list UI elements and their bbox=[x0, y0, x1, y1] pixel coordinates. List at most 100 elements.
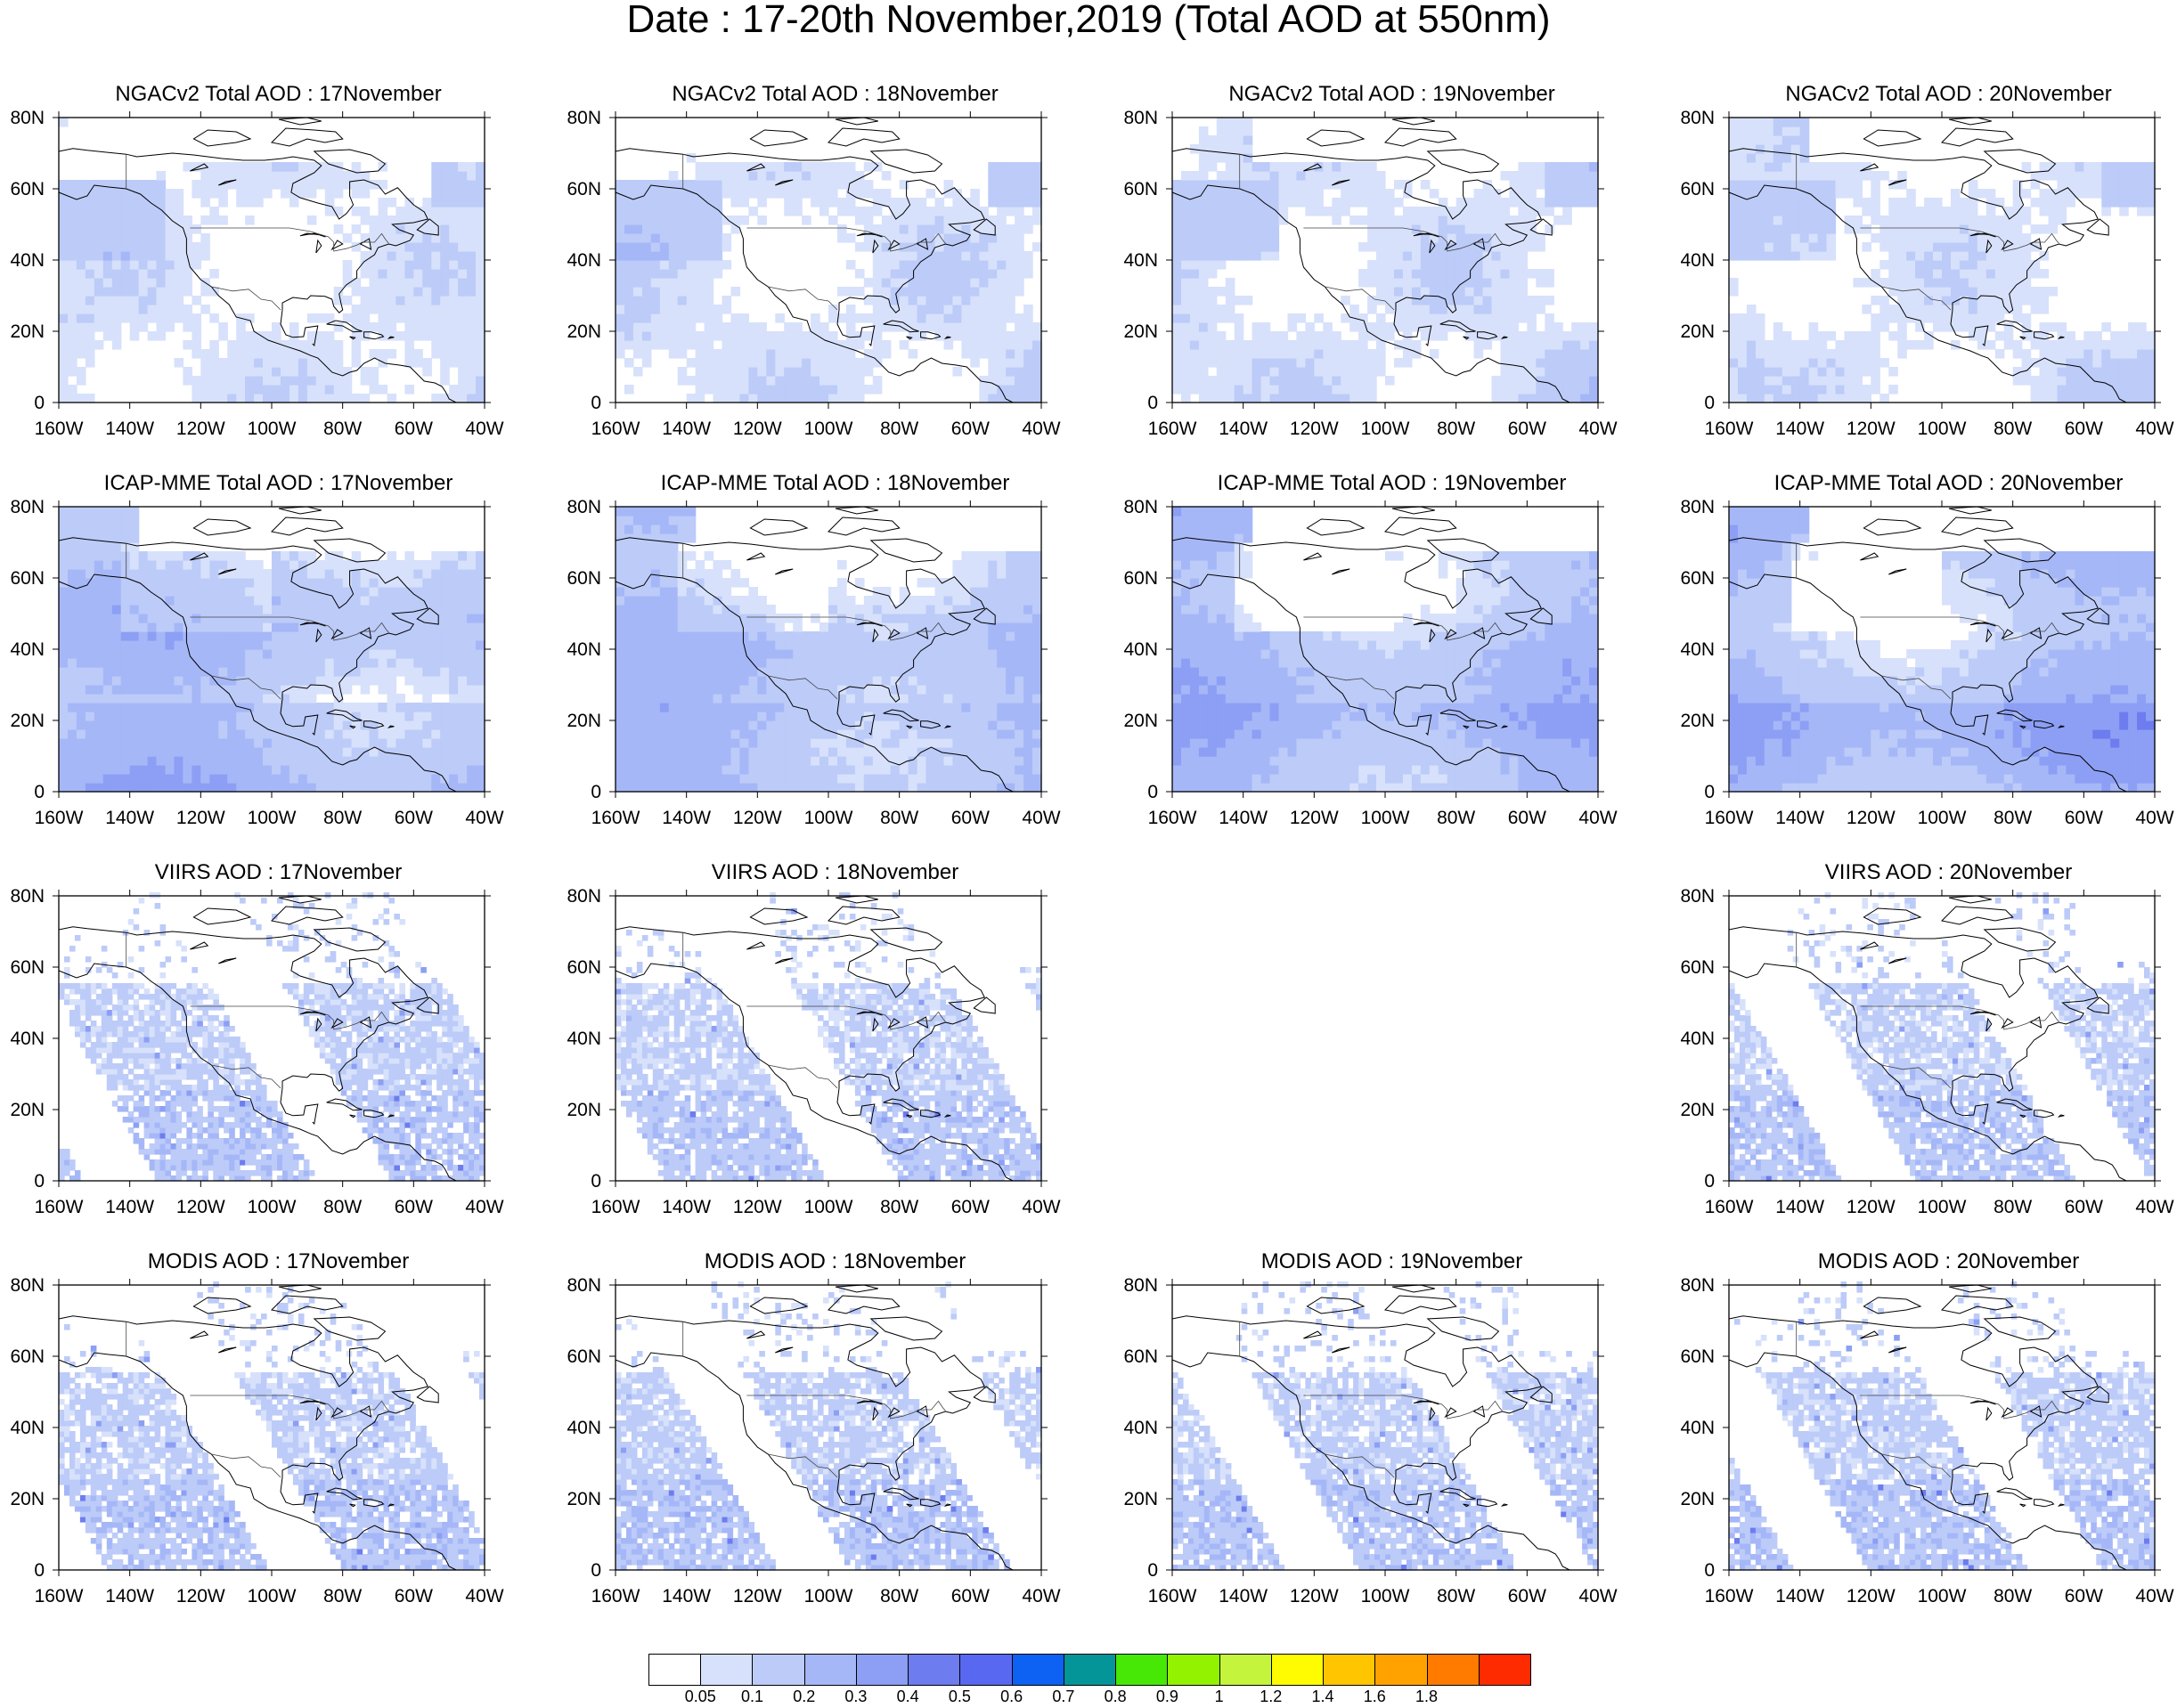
x-tick-label: 140W bbox=[105, 1197, 154, 1217]
aod-map: 160W 140W 120W 100W 80W 60W 40W 0 20N 40N 60N 80N bbox=[10, 1275, 503, 1606]
y-tick-label: 80N bbox=[567, 1275, 601, 1296]
y-tick-label: 0 bbox=[34, 1171, 45, 1192]
x-tick-label: 60W bbox=[951, 1586, 990, 1606]
x-tick-label: 40W bbox=[2135, 1586, 2173, 1606]
y-tick-label: 20N bbox=[567, 1489, 601, 1509]
aod-field bbox=[616, 507, 1042, 793]
colorbar-label: 1.8 bbox=[1400, 1688, 1454, 1706]
x-tick-label: 80W bbox=[1994, 1586, 2032, 1606]
x-tick-label: 40W bbox=[2135, 1197, 2173, 1217]
aod-field bbox=[1172, 1281, 1599, 1571]
coastline bbox=[1728, 895, 2127, 1182]
y-tick-label: 40N bbox=[1680, 250, 1715, 271]
coastline bbox=[615, 117, 1014, 403]
x-tick-label: 60W bbox=[1508, 419, 1546, 439]
coastline bbox=[615, 1284, 1014, 1571]
x-tick-label: 40W bbox=[465, 808, 503, 828]
map-panel-ngacv2-3: NGACv2 Total AOD : 19November 160W 140W 120… bbox=[1113, 82, 1670, 465]
y-tick-label: 40N bbox=[1680, 1029, 1715, 1049]
aod-field bbox=[1729, 118, 2156, 403]
political-borders bbox=[1239, 1322, 1503, 1478]
y-tick-label: 60N bbox=[10, 1346, 45, 1367]
x-tick-label: 160W bbox=[35, 1586, 84, 1606]
y-tick-label: 60N bbox=[567, 179, 601, 199]
colorbar-swatch bbox=[1063, 1654, 1117, 1686]
coastline bbox=[1171, 117, 1570, 403]
map-panel-modis-3: MODIS AOD : 19November 160W 140W 120W 100W 80… bbox=[1113, 1249, 1670, 1632]
colorbar-label: 0.7 bbox=[1037, 1688, 1090, 1706]
x-tick-label: 100W bbox=[1361, 419, 1410, 439]
x-tick-label: 100W bbox=[1918, 1586, 1967, 1606]
political-borders bbox=[1796, 932, 2059, 1089]
x-tick-label: 140W bbox=[1775, 419, 1824, 439]
x-tick-label: 40W bbox=[1578, 1586, 1617, 1606]
panel-title: VIIRS AOD : 20November bbox=[1670, 860, 2177, 885]
colorbar-label: 1.2 bbox=[1244, 1688, 1298, 1706]
x-tick-label: 140W bbox=[662, 1197, 711, 1217]
x-tick-label: 40W bbox=[1022, 1197, 1060, 1217]
colorbar-label: 1 bbox=[1193, 1688, 1246, 1706]
aod-field bbox=[616, 1281, 1042, 1571]
x-tick-label: 120W bbox=[1847, 808, 1896, 828]
aod-field bbox=[1172, 507, 1599, 793]
x-tick-label: 160W bbox=[1705, 808, 1754, 828]
coastline bbox=[58, 506, 457, 793]
y-tick-label: 20N bbox=[10, 1489, 45, 1509]
y-tick-label: 40N bbox=[10, 1418, 45, 1438]
panel-grid: NGACv2 Total AOD : 17November 160W 140W 120… bbox=[10, 82, 2177, 1632]
y-tick-label: 20N bbox=[1680, 1489, 1715, 1509]
y-tick-label: 80N bbox=[1123, 1275, 1158, 1296]
y-tick-label: 20N bbox=[10, 321, 45, 342]
y-tick-label: 40N bbox=[567, 639, 601, 660]
map-panel-viirs-4: VIIRS AOD : 20November 160W 140W 120W 100W 80… bbox=[1670, 860, 2177, 1243]
x-tick-label: 80W bbox=[323, 808, 362, 828]
colorbar-label: 0.2 bbox=[778, 1688, 831, 1706]
political-borders bbox=[682, 1322, 946, 1478]
x-tick-label: 80W bbox=[323, 419, 362, 439]
y-tick-label: 20N bbox=[1123, 711, 1158, 731]
x-tick-label: 140W bbox=[105, 419, 154, 439]
y-tick-label: 0 bbox=[591, 393, 601, 413]
y-tick-label: 60N bbox=[567, 1346, 601, 1367]
y-tick-label: 0 bbox=[591, 1560, 601, 1581]
colorbar-swatch bbox=[700, 1654, 754, 1686]
colorbar-swatch bbox=[1374, 1654, 1428, 1686]
x-tick-label: 60W bbox=[1508, 808, 1546, 828]
x-tick-label: 120W bbox=[176, 808, 225, 828]
x-tick-label: 140W bbox=[1219, 419, 1268, 439]
colorbar-label: 1.6 bbox=[1348, 1688, 1401, 1706]
colorbar-swatch bbox=[648, 1654, 702, 1686]
colorbar-swatch bbox=[1478, 1654, 1531, 1686]
x-tick-label: 80W bbox=[1994, 1197, 2032, 1217]
panel-title: MODIS AOD : 18November bbox=[557, 1249, 1113, 1274]
x-tick-label: 120W bbox=[176, 1197, 225, 1217]
x-tick-label: 160W bbox=[591, 808, 640, 828]
political-borders bbox=[126, 1322, 389, 1478]
x-tick-label: 120W bbox=[1290, 419, 1339, 439]
x-tick-label: 140W bbox=[105, 808, 154, 828]
x-tick-label: 80W bbox=[323, 1197, 362, 1217]
y-tick-label: 20N bbox=[10, 1100, 45, 1120]
y-tick-label: 20N bbox=[1123, 1489, 1158, 1509]
map-panel-ngacv2-2: NGACv2 Total AOD : 18November 160W 140W 120… bbox=[557, 82, 1113, 465]
y-tick-label: 80N bbox=[1680, 497, 1715, 517]
x-tick-label: 80W bbox=[1437, 419, 1475, 439]
colorbar-swatch bbox=[1270, 1654, 1325, 1686]
y-tick-label: 60N bbox=[1680, 179, 1715, 199]
x-tick-label: 60W bbox=[951, 1197, 990, 1217]
political-borders bbox=[126, 932, 389, 1089]
aod-field bbox=[1172, 118, 1599, 403]
x-tick-label: 60W bbox=[395, 808, 433, 828]
y-tick-label: 60N bbox=[1123, 1346, 1158, 1367]
x-tick-label: 60W bbox=[2065, 419, 2103, 439]
aod-map: 160W 140W 120W 100W 80W 60W 40W 0 20N 40N 60N 80N bbox=[1123, 108, 1617, 439]
y-tick-label: 40N bbox=[567, 250, 601, 271]
y-tick-label: 20N bbox=[1680, 1100, 1715, 1120]
x-tick-label: 80W bbox=[323, 1586, 362, 1606]
y-tick-label: 60N bbox=[10, 957, 45, 978]
x-tick-label: 160W bbox=[1148, 808, 1197, 828]
x-tick-label: 40W bbox=[1022, 1586, 1060, 1606]
panel-title: VIIRS AOD : 18November bbox=[557, 860, 1113, 885]
x-tick-label: 60W bbox=[395, 1197, 433, 1217]
x-tick-label: 140W bbox=[1775, 1197, 1824, 1217]
